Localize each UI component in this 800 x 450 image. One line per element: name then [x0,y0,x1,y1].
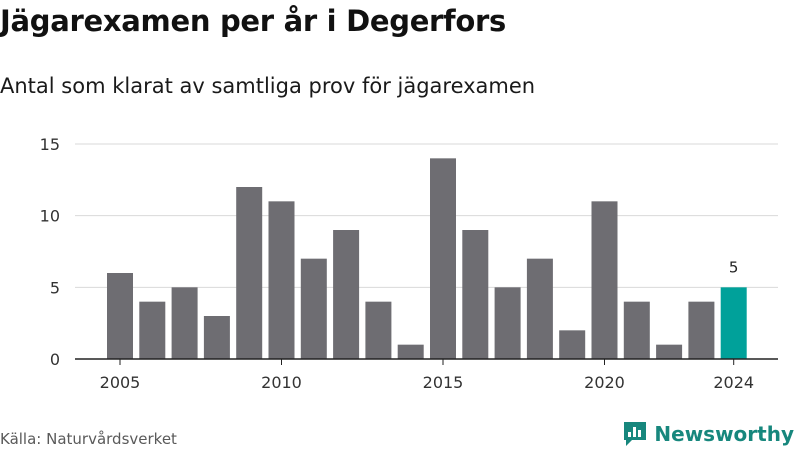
x-tick-label: 2024 [713,373,754,392]
bar-2006 [139,301,166,359]
bar-2011 [300,258,327,359]
brand-logo: Newsworthy [622,420,794,448]
bar-2012 [333,230,360,359]
chart-subtitle: Antal som klarat av samtliga prov för jä… [0,74,536,98]
y-tick-label: 0 [50,350,60,369]
bar-chart: 0 5 10 15 2005 2010 2015 2020 2024 5 [40,135,778,392]
bar-chart-speech-bubble-icon [624,422,647,446]
source-note: Källa: Naturvårdsverket [0,430,177,448]
y-tick-label: 5 [50,278,60,297]
bar-2023 [688,301,715,359]
bar-2022 [656,344,683,359]
bar-2010 [268,201,295,359]
chart-title: Jägarexamen per år i Degerfors [0,4,506,38]
bar-2009 [236,187,263,359]
bar-2017 [494,287,521,359]
bar-2018 [526,258,553,359]
bar-2019 [559,330,586,359]
data-label: 5 [729,258,739,276]
bar-2008 [203,316,230,359]
x-tick-label: 2005 [100,373,141,392]
bar-2021 [623,301,650,359]
bar-2016 [462,230,489,359]
brand-name: Newsworthy [654,422,794,446]
bar-2024 [720,287,747,359]
y-tick-label: 10 [40,207,60,226]
bar-2020 [591,201,618,359]
bar-2015 [430,158,456,359]
bar-2014 [397,344,424,359]
bar-2005 [107,273,133,359]
x-tick-label: 2020 [584,373,625,392]
x-tick-label: 2015 [423,373,464,392]
x-tick-label: 2010 [261,373,302,392]
bar-2007 [171,287,198,359]
bar-2013 [365,301,392,359]
y-tick-label: 15 [40,135,60,154]
